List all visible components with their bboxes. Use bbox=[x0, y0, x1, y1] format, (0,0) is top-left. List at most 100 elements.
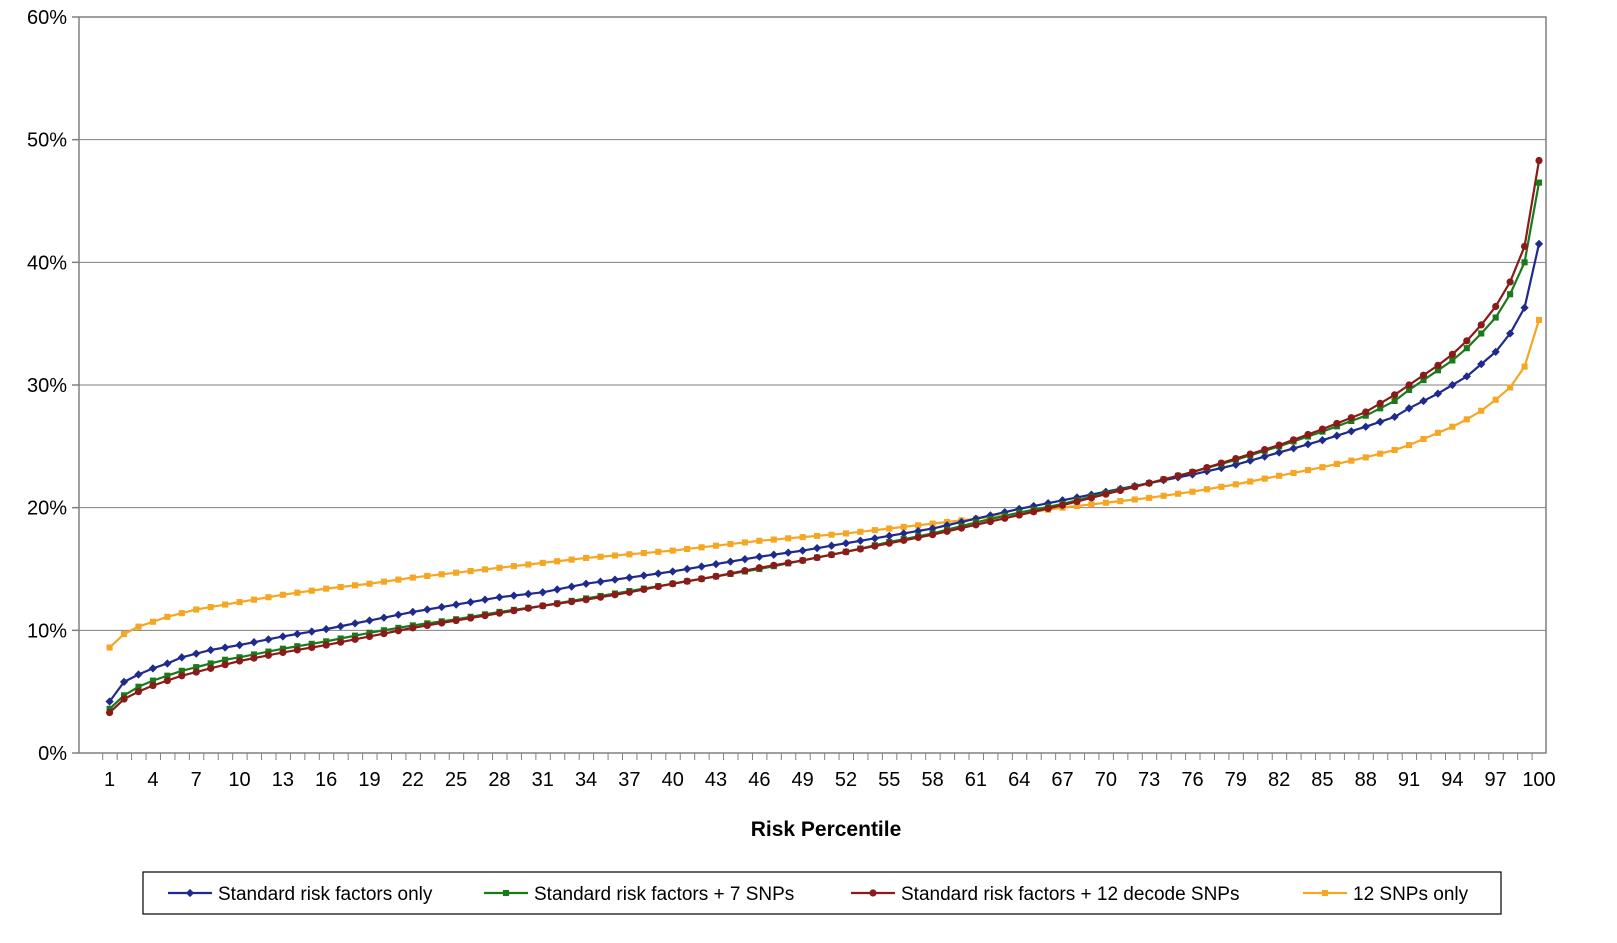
data-point bbox=[784, 548, 793, 557]
data-point bbox=[149, 681, 157, 690]
data-point bbox=[568, 556, 575, 563]
data-point bbox=[914, 526, 923, 536]
legend-marker bbox=[502, 889, 510, 897]
data-point bbox=[163, 659, 172, 668]
data-point bbox=[1462, 372, 1471, 381]
data-point bbox=[1290, 469, 1297, 476]
legend-entry: 12 SNPs only bbox=[1303, 884, 1469, 905]
data-point bbox=[726, 569, 735, 578]
data-point bbox=[1146, 494, 1153, 501]
data-point bbox=[683, 577, 691, 585]
data-point bbox=[798, 546, 807, 555]
data-point bbox=[207, 603, 214, 611]
data-point bbox=[1463, 416, 1470, 423]
data-point bbox=[1492, 302, 1500, 311]
data-point bbox=[366, 580, 373, 587]
data-point bbox=[206, 645, 215, 655]
legend-entry: Standard risk factors + 7 SNPs bbox=[484, 884, 794, 905]
data-point bbox=[294, 643, 301, 650]
data-point bbox=[640, 585, 648, 594]
axes bbox=[72, 16, 1547, 760]
x-tick-label: 70 bbox=[1095, 769, 1117, 791]
data-point bbox=[466, 614, 475, 622]
data-point bbox=[1276, 472, 1283, 479]
x-tick-label: 19 bbox=[358, 769, 380, 791]
data-point bbox=[1419, 396, 1428, 406]
data-point bbox=[639, 571, 648, 580]
data-point bbox=[379, 613, 389, 622]
data-point bbox=[769, 550, 778, 559]
data-point bbox=[408, 607, 417, 617]
data-point bbox=[669, 580, 677, 588]
data-point bbox=[755, 564, 763, 572]
y-tick-label: 0% bbox=[38, 743, 67, 765]
data-point bbox=[1448, 350, 1456, 358]
data-point bbox=[1102, 490, 1110, 498]
legend-marker bbox=[869, 889, 877, 897]
data-point bbox=[1361, 422, 1370, 431]
data-point bbox=[481, 612, 489, 620]
data-point bbox=[207, 660, 214, 667]
legend-marker bbox=[1321, 889, 1329, 897]
data-point bbox=[1189, 488, 1196, 495]
data-point bbox=[1362, 454, 1369, 461]
data-point bbox=[915, 522, 922, 529]
data-point bbox=[192, 668, 200, 676]
data-point bbox=[437, 602, 446, 612]
series-line bbox=[108, 160, 1541, 714]
data-point bbox=[1188, 468, 1197, 476]
data-point bbox=[1534, 239, 1544, 249]
data-point bbox=[119, 677, 129, 686]
data-point bbox=[336, 622, 345, 631]
y-tick-label: 60% bbox=[27, 7, 67, 29]
data-point bbox=[581, 579, 591, 588]
data-point bbox=[323, 638, 330, 645]
data-point bbox=[134, 670, 143, 679]
data-point bbox=[1260, 452, 1269, 461]
data-point bbox=[900, 536, 908, 544]
data-point bbox=[553, 600, 561, 608]
data-point bbox=[1521, 363, 1528, 370]
data-point bbox=[1246, 456, 1255, 465]
data-point bbox=[654, 569, 663, 578]
data-point bbox=[943, 527, 951, 535]
y-tick-label: 20% bbox=[27, 498, 67, 520]
data-point bbox=[929, 520, 936, 527]
data-point bbox=[1174, 490, 1182, 497]
data-point bbox=[193, 606, 200, 613]
data-point bbox=[727, 540, 734, 548]
data-point bbox=[741, 539, 748, 546]
data-point bbox=[1102, 499, 1109, 506]
series-line bbox=[108, 243, 1541, 703]
data-point bbox=[711, 559, 721, 569]
data-point bbox=[611, 591, 619, 599]
data-point bbox=[495, 593, 504, 602]
data-point bbox=[424, 572, 431, 580]
data-point bbox=[1505, 329, 1515, 338]
x-tick-label: 43 bbox=[705, 769, 727, 791]
data-point bbox=[669, 547, 676, 554]
x-tick-label: 91 bbox=[1398, 769, 1420, 791]
data-point bbox=[120, 692, 128, 699]
data-point bbox=[438, 571, 445, 578]
data-point bbox=[510, 563, 517, 570]
data-point bbox=[741, 567, 749, 575]
data-point bbox=[149, 618, 156, 625]
data-point bbox=[1073, 497, 1081, 506]
data-point bbox=[842, 530, 850, 537]
data-point bbox=[1535, 156, 1543, 165]
data-point bbox=[886, 525, 893, 532]
data-point bbox=[236, 654, 243, 661]
x-tick-label: 22 bbox=[402, 769, 424, 791]
legend-box bbox=[142, 871, 1502, 915]
data-point bbox=[812, 544, 822, 553]
data-point bbox=[597, 553, 604, 560]
data-point bbox=[394, 627, 402, 635]
data-point bbox=[799, 556, 807, 565]
x-tick-label: 97 bbox=[1485, 769, 1507, 791]
x-tick-label: 40 bbox=[662, 769, 684, 791]
data-point bbox=[1001, 514, 1009, 522]
data-point bbox=[539, 602, 547, 610]
data-point bbox=[467, 567, 474, 575]
y-tick-label: 10% bbox=[27, 620, 67, 642]
